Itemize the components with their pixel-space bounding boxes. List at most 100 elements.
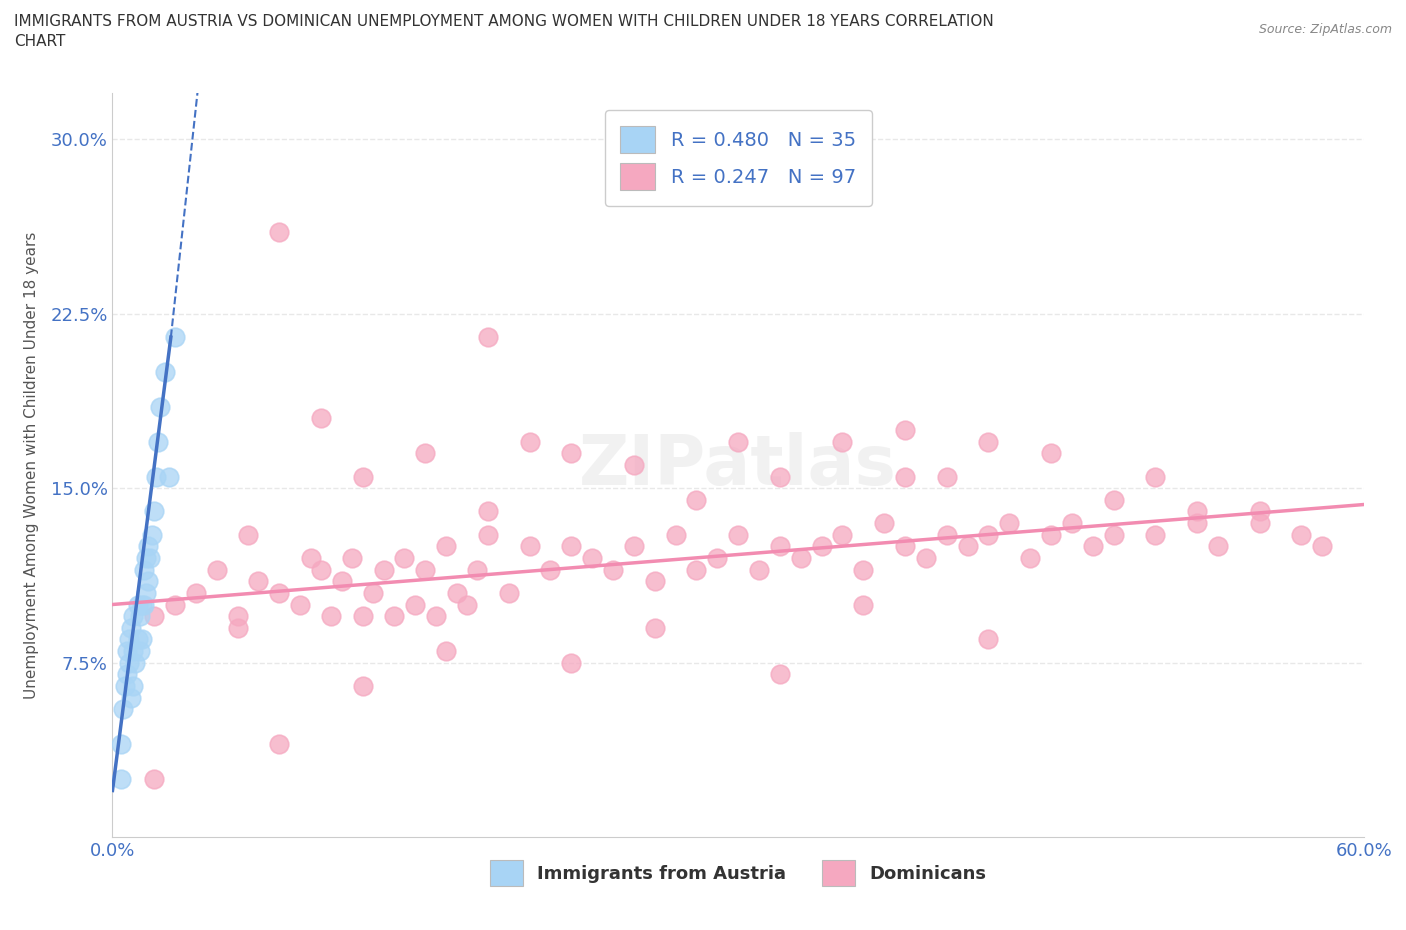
Point — [685, 493, 707, 508]
Point — [309, 411, 332, 426]
Point — [560, 539, 582, 554]
Point — [977, 527, 1000, 542]
Point — [120, 620, 142, 635]
Text: Source: ZipAtlas.com: Source: ZipAtlas.com — [1258, 23, 1392, 36]
Point — [810, 539, 832, 554]
Point — [1185, 515, 1208, 530]
Point — [373, 562, 395, 577]
Point — [131, 597, 153, 612]
Point — [769, 469, 792, 484]
Point — [1081, 539, 1104, 554]
Point — [132, 562, 155, 577]
Point — [769, 539, 792, 554]
Point — [290, 597, 312, 612]
Point — [269, 225, 291, 240]
Y-axis label: Unemployment Among Women with Children Under 18 years: Unemployment Among Women with Children U… — [24, 232, 39, 698]
Point — [226, 609, 249, 624]
Point — [852, 597, 875, 612]
Point — [163, 597, 186, 612]
Point — [769, 667, 792, 682]
Point — [247, 574, 270, 589]
Point — [1102, 493, 1125, 508]
Text: CHART: CHART — [14, 34, 66, 49]
Point — [467, 562, 489, 577]
Point — [831, 434, 853, 449]
Point — [394, 551, 416, 565]
Point — [935, 527, 957, 542]
Legend: Immigrants from Austria, Dominicans: Immigrants from Austria, Dominicans — [481, 851, 995, 895]
Point — [956, 539, 979, 554]
Point — [236, 527, 259, 542]
Point — [935, 469, 957, 484]
Point — [145, 469, 167, 484]
Point — [143, 772, 166, 787]
Point — [602, 562, 624, 577]
Point — [136, 539, 159, 554]
Point — [342, 551, 364, 565]
Point — [1185, 504, 1208, 519]
Point — [1039, 445, 1063, 460]
Point — [110, 737, 132, 751]
Point — [790, 551, 813, 565]
Point — [977, 632, 1000, 647]
Point — [382, 609, 405, 624]
Text: IMMIGRANTS FROM AUSTRIA VS DOMINICAN UNEMPLOYMENT AMONG WOMEN WITH CHILDREN UNDE: IMMIGRANTS FROM AUSTRIA VS DOMINICAN UNE… — [14, 14, 994, 29]
Point — [894, 469, 917, 484]
Point — [269, 737, 291, 751]
Point — [128, 644, 150, 658]
Point — [163, 330, 186, 345]
Point — [1102, 527, 1125, 542]
Point — [120, 690, 142, 705]
Point — [148, 434, 170, 449]
Point — [748, 562, 770, 577]
Point — [685, 179, 707, 193]
Point — [141, 527, 163, 542]
Point — [894, 539, 917, 554]
Point — [128, 609, 150, 624]
Point — [706, 551, 728, 565]
Point — [456, 597, 478, 612]
Point — [114, 679, 136, 694]
Point — [118, 632, 141, 647]
Point — [309, 562, 332, 577]
Point — [425, 609, 447, 624]
Point — [727, 434, 749, 449]
Point — [124, 656, 146, 671]
Point — [149, 400, 172, 415]
Point — [330, 574, 353, 589]
Point — [404, 597, 426, 612]
Point — [157, 469, 180, 484]
Point — [143, 504, 166, 519]
Point — [1039, 527, 1063, 542]
Point — [110, 772, 132, 787]
Point — [139, 551, 162, 565]
Point — [560, 656, 582, 671]
Point — [122, 679, 145, 694]
Point — [136, 574, 159, 589]
Point — [299, 551, 322, 565]
Point — [998, 515, 1021, 530]
Point — [977, 434, 1000, 449]
Point — [321, 609, 343, 624]
Point — [894, 422, 917, 438]
Point — [135, 586, 157, 601]
Point — [413, 445, 436, 460]
Point — [873, 515, 896, 530]
Point — [623, 458, 645, 472]
Point — [1310, 539, 1333, 554]
Point — [1249, 515, 1271, 530]
Point — [1060, 515, 1083, 530]
Point — [852, 562, 875, 577]
Point — [434, 539, 457, 554]
Point — [644, 620, 666, 635]
Point — [1206, 539, 1229, 554]
Point — [727, 527, 749, 542]
Point — [269, 586, 291, 601]
Point — [831, 527, 853, 542]
Point — [581, 551, 603, 565]
Point — [127, 597, 149, 612]
Point — [477, 527, 499, 542]
Point — [560, 445, 582, 460]
Point — [685, 562, 707, 577]
Point — [352, 469, 374, 484]
